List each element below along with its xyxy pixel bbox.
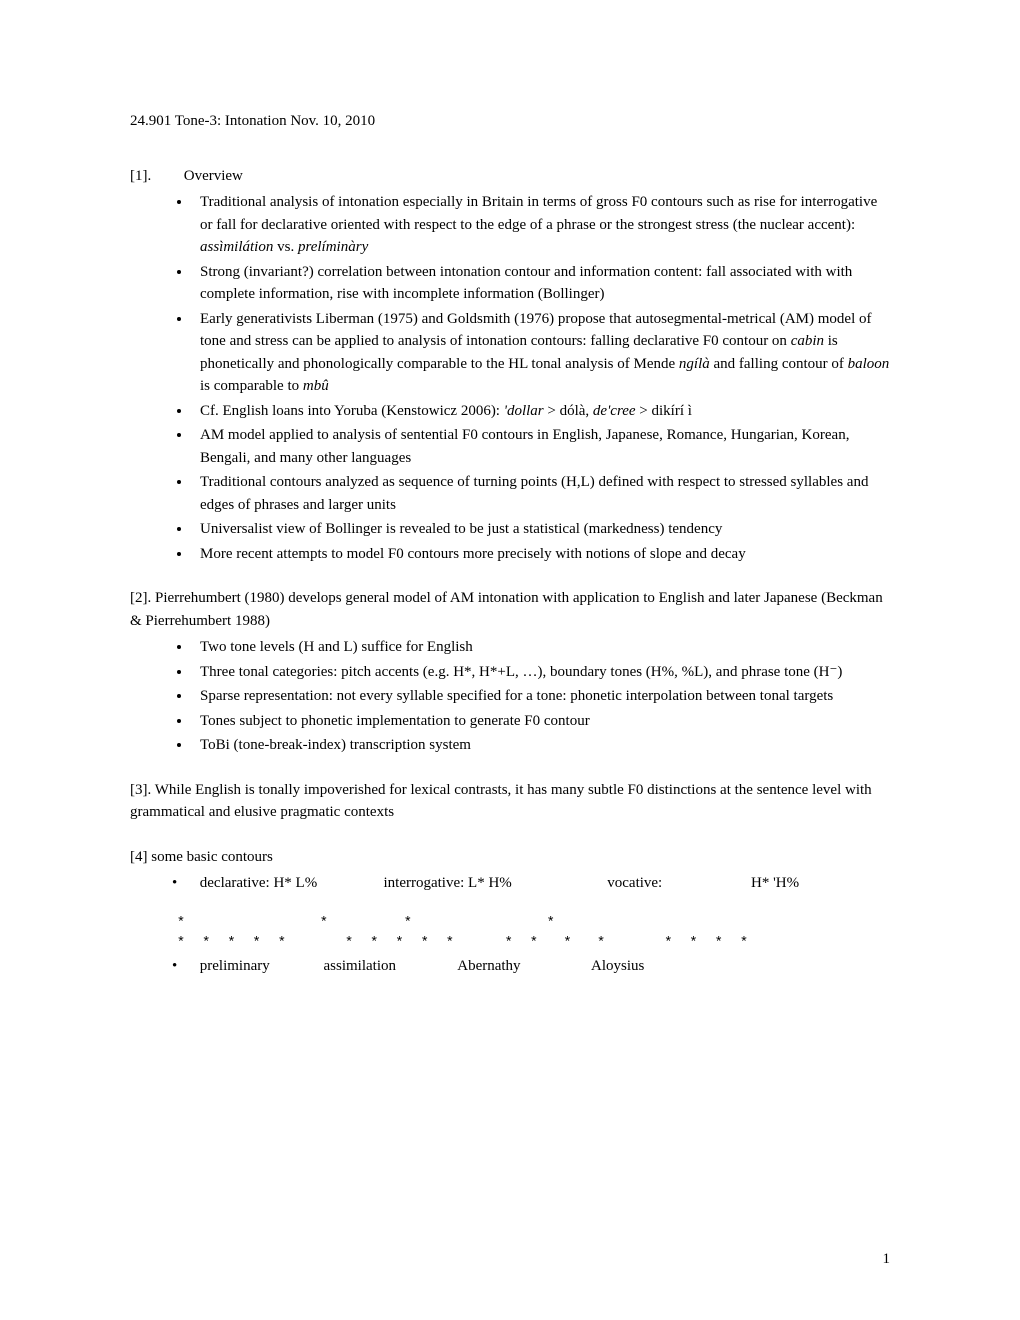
list-item: Two tone levels (H and L) suffice for En… bbox=[192, 636, 890, 659]
list-item: Tones subject to phonetic implementation… bbox=[192, 710, 890, 733]
words-row: • preliminary assimilation Abernathy Alo… bbox=[172, 955, 890, 978]
italic-text: prelíminàry bbox=[298, 239, 368, 255]
contours-row: • declarative: H* L% interrogative: L* H… bbox=[172, 872, 890, 895]
section-2-intro: [2]. Pierrehumbert (1980) develops gener… bbox=[130, 587, 890, 632]
document-header: 24.901 Tone-3: Intonation Nov. 10, 2010 bbox=[130, 110, 890, 133]
list-item: More recent attempts to model F0 contour… bbox=[192, 543, 890, 566]
word-preliminary: preliminary bbox=[200, 955, 320, 978]
list-item: Sparse representation: not every syllabl… bbox=[192, 685, 890, 708]
section-1-title: Overview bbox=[184, 168, 243, 184]
list-item: Early generativists Liberman (1975) and … bbox=[192, 308, 890, 398]
text: Cf. English loans into Yoruba (Kenstowic… bbox=[200, 403, 504, 419]
italic-text: mbû bbox=[303, 378, 329, 394]
word-assimilation: assimilation bbox=[324, 955, 454, 978]
word-aloysius: Aloysius bbox=[591, 955, 644, 978]
vocative-tones: H* 'H% bbox=[751, 872, 799, 895]
list-item: Strong (invariant?) correlation between … bbox=[192, 261, 890, 306]
text: vs. bbox=[273, 239, 298, 255]
section-1-num: [1]. bbox=[130, 165, 180, 188]
list-item: ToBi (tone-break-index) transcription sy… bbox=[192, 734, 890, 757]
list-item: Traditional contours analyzed as sequenc… bbox=[192, 471, 890, 516]
vocative-label: vocative: bbox=[607, 872, 747, 895]
italic-text: 'dollar bbox=[504, 403, 544, 419]
text: > dólà, bbox=[544, 403, 593, 419]
section-3-text: [3]. While English is tonally impoverish… bbox=[130, 779, 890, 824]
list-item: Traditional analysis of intonation espec… bbox=[192, 191, 890, 259]
bullet-icon: • bbox=[172, 872, 196, 895]
text: > dikírí ì bbox=[636, 403, 692, 419]
stars-line: * * * * * * * * * * * * * * * * * * bbox=[160, 935, 748, 951]
section-4-heading: [4] some basic contours bbox=[130, 846, 890, 869]
stars-line: * * * * bbox=[160, 915, 555, 931]
page-number: 1 bbox=[883, 1248, 891, 1271]
italic-text: baloon bbox=[848, 356, 890, 372]
bullet-icon: • bbox=[172, 955, 196, 978]
section-1-heading: [1]. Overview bbox=[130, 165, 890, 188]
text: Traditional analysis of intonation espec… bbox=[200, 194, 877, 233]
section-2-list: Two tone levels (H and L) suffice for En… bbox=[172, 636, 890, 757]
list-item: Three tonal categories: pitch accents (e… bbox=[192, 661, 890, 684]
declarative-label: declarative: H* L% bbox=[200, 872, 380, 895]
text: and falling contour of bbox=[710, 356, 848, 372]
word-abernathy: Abernathy bbox=[457, 955, 587, 978]
text: Early generativists Liberman (1975) and … bbox=[200, 311, 871, 350]
italic-text: de'cree bbox=[593, 403, 636, 419]
stars-diagram: * * * * * * * * * * * * * * * * * * * * … bbox=[160, 913, 890, 954]
list-item: Universalist view of Bollinger is reveal… bbox=[192, 518, 890, 541]
list-item: AM model applied to analysis of sententi… bbox=[192, 424, 890, 469]
list-item: Cf. English loans into Yoruba (Kenstowic… bbox=[192, 400, 890, 423]
section-1-list: Traditional analysis of intonation espec… bbox=[172, 191, 890, 565]
italic-text: assìmilátion bbox=[200, 239, 273, 255]
interrogative-label: interrogative: L* H% bbox=[384, 872, 604, 895]
italic-text: ngílà bbox=[679, 356, 710, 372]
italic-text: cabin bbox=[791, 333, 824, 349]
text: is comparable to bbox=[200, 378, 303, 394]
